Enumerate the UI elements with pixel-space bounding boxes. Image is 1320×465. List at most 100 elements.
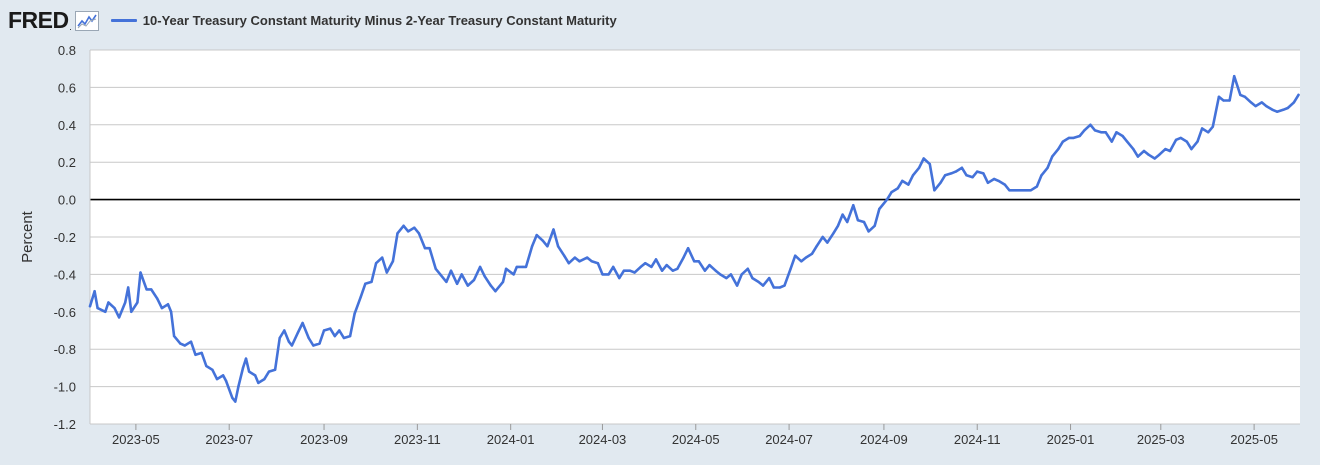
data-point — [1061, 140, 1065, 143]
data-point — [301, 321, 304, 325]
data-point — [117, 316, 121, 319]
data-point — [244, 357, 248, 360]
data-point — [353, 312, 356, 315]
data-point — [364, 282, 367, 285]
data-point — [247, 370, 251, 373]
data-point — [907, 183, 910, 186]
legend-label[interactable]: 10-Year Treasury Constant Maturity Minus… — [142, 12, 617, 28]
data-point — [434, 267, 437, 270]
fred-logo-text: FRED — [8, 6, 69, 33]
data-point — [1275, 110, 1279, 113]
data-point — [501, 280, 505, 284]
data-point — [521, 265, 525, 269]
data-point — [943, 174, 947, 177]
y-tick-label: 0.8 — [58, 43, 76, 58]
data-point — [873, 224, 876, 227]
data-point — [878, 207, 881, 211]
data-point — [928, 162, 931, 166]
data-point — [515, 265, 518, 269]
data-point — [714, 269, 717, 272]
data-point — [263, 377, 266, 381]
data-point — [449, 269, 453, 272]
data-point — [224, 379, 228, 383]
data-point — [1072, 136, 1075, 140]
data-point — [391, 260, 395, 263]
data-point — [612, 265, 615, 269]
data-point — [751, 276, 754, 280]
y-tick-label: 0.6 — [58, 80, 76, 95]
data-point — [896, 187, 899, 190]
fred-logo[interactable]: FRED. — [8, 6, 71, 33]
data-point — [93, 290, 96, 293]
data-point — [1099, 131, 1103, 134]
data-point — [992, 177, 996, 181]
data-point — [1147, 153, 1150, 156]
data-point — [810, 252, 814, 255]
data-point — [370, 280, 373, 284]
data-point — [1018, 189, 1022, 192]
data-point — [318, 342, 321, 345]
data-point — [552, 228, 555, 231]
data-point — [622, 269, 626, 272]
data-point — [130, 310, 133, 313]
data-point — [504, 267, 508, 270]
data-point — [1093, 129, 1097, 132]
data-point — [1158, 153, 1161, 156]
graph-icon[interactable] — [74, 11, 99, 31]
data-point — [166, 303, 170, 306]
data-point — [359, 295, 362, 298]
data-point — [746, 267, 749, 270]
data-point — [1174, 138, 1178, 141]
data-point — [783, 284, 786, 287]
data-point — [578, 260, 581, 263]
data-point — [671, 269, 674, 272]
data-point — [761, 284, 765, 287]
x-tick-label: 2023-09 — [300, 432, 348, 447]
data-point — [939, 181, 942, 184]
data-point — [150, 288, 153, 291]
data-point — [862, 220, 866, 224]
data-point — [124, 301, 127, 304]
data-point — [96, 306, 99, 310]
y-tick-label: -0.8 — [54, 342, 76, 357]
data-point — [911, 174, 915, 177]
data-point — [1029, 189, 1033, 192]
data-point — [1211, 125, 1215, 128]
data-point — [586, 256, 589, 259]
y-axis-label: Percent — [19, 210, 36, 263]
data-point — [1222, 99, 1225, 102]
y-tick-label: 0.4 — [58, 118, 76, 133]
data-point — [794, 254, 797, 257]
data-point — [455, 282, 459, 285]
data-point — [342, 336, 346, 340]
data-point — [1297, 93, 1300, 97]
x-tick-label: 2024-07 — [765, 432, 813, 447]
data-point — [660, 269, 664, 272]
data-point — [1125, 140, 1129, 143]
data-point — [407, 230, 410, 233]
data-point — [686, 247, 690, 250]
data-point — [1115, 131, 1118, 134]
data-point — [1142, 149, 1146, 153]
data-point — [804, 256, 808, 259]
data-point — [1057, 147, 1060, 151]
data-point — [283, 329, 286, 332]
data-point — [1089, 123, 1092, 127]
data-point — [494, 290, 497, 293]
data-point — [867, 230, 870, 233]
data-point — [856, 219, 860, 222]
data-point — [512, 273, 515, 276]
data-point — [639, 265, 642, 269]
data-point — [234, 400, 237, 403]
data-point — [590, 260, 593, 263]
x-tick-label: 2025-03 — [1137, 432, 1185, 447]
data-point — [1179, 136, 1182, 140]
data-point — [719, 273, 722, 276]
data-point — [1282, 108, 1285, 112]
data-point — [852, 204, 855, 207]
data-point — [885, 198, 889, 201]
data-point — [697, 260, 700, 263]
data-point — [273, 368, 277, 371]
data-point — [693, 260, 696, 263]
